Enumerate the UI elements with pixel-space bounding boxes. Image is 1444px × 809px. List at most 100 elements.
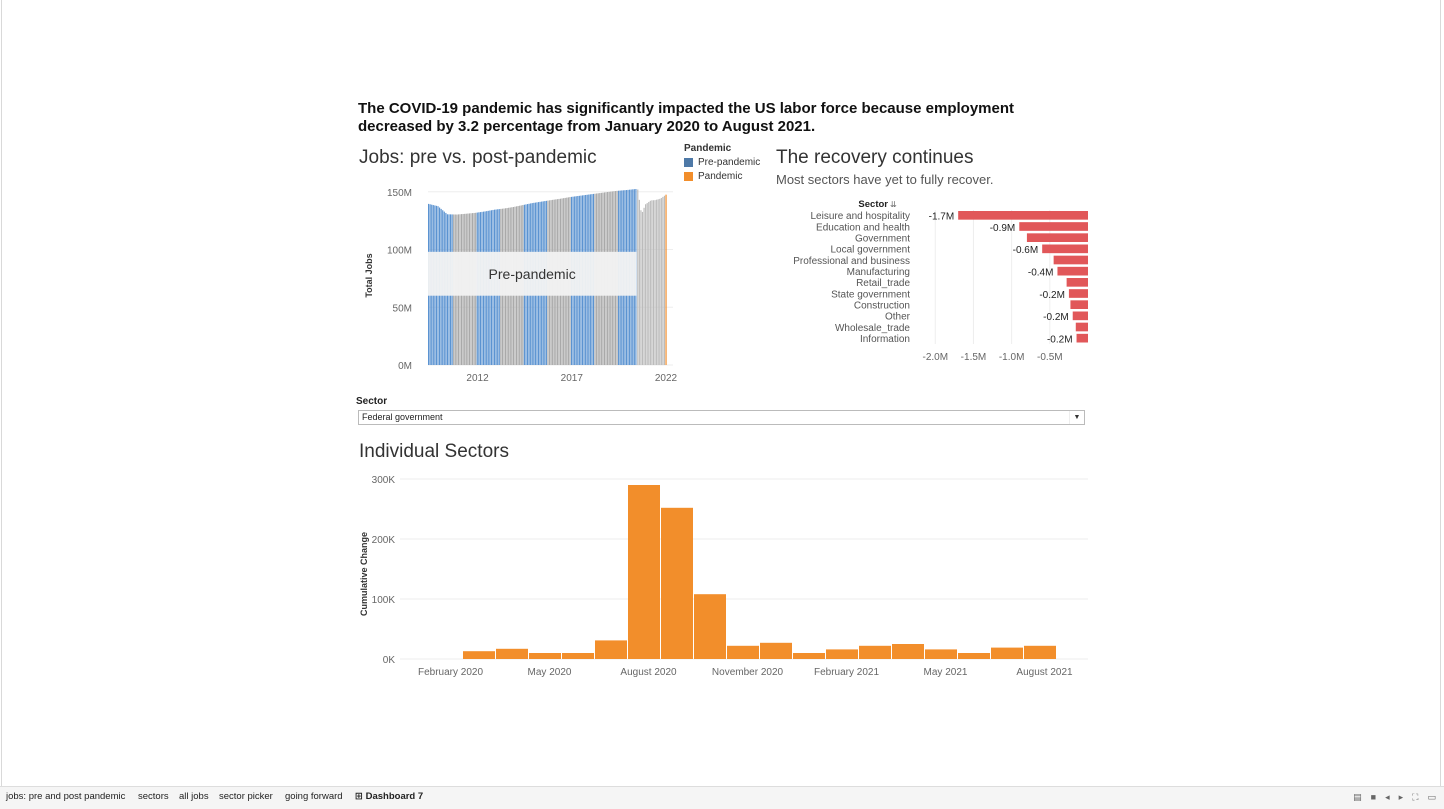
list-view-icon[interactable]: ▤ bbox=[1353, 792, 1362, 802]
chevron-down-icon[interactable]: ▼ bbox=[1069, 411, 1084, 424]
x-tick-label: May 2020 bbox=[528, 667, 572, 678]
x-tick-label: -0.5M bbox=[1037, 352, 1063, 363]
grid-view-icon[interactable]: ■ bbox=[1370, 792, 1377, 802]
y-tick-label: 200K bbox=[372, 535, 396, 546]
category-label: Manufacturing bbox=[847, 267, 910, 278]
data-label: -0.2M bbox=[1047, 334, 1073, 345]
category-label: Construction bbox=[854, 300, 910, 311]
category-label: Local government bbox=[831, 245, 911, 256]
category-label: Professional and business bbox=[793, 256, 910, 267]
data-label: -0.6M bbox=[1013, 245, 1039, 256]
pandemic-legend[interactable]: Pandemic Pre-pandemic Pandemic bbox=[684, 143, 760, 185]
tab-going-forward[interactable]: going forward bbox=[285, 791, 343, 802]
x-tick-label: May 2021 bbox=[924, 667, 968, 678]
sector-change-bar bbox=[562, 653, 594, 659]
pandemic-bar bbox=[654, 200, 656, 365]
sector-change-bar bbox=[661, 507, 693, 659]
annotation-band bbox=[428, 251, 637, 296]
sector-change-bar bbox=[925, 649, 957, 659]
category-label: Other bbox=[885, 312, 911, 323]
sector-bar bbox=[958, 211, 1088, 220]
y-axis-label: Cumulative Change bbox=[359, 532, 369, 616]
pandemic-bar bbox=[660, 198, 662, 365]
jobs-chart[interactable]: 0M 50M 100M 150M Pre-pandemic 2012 2017 2022 Tot… bbox=[355, 178, 685, 388]
pandemic-bar bbox=[641, 211, 644, 365]
legend-label: Pandemic bbox=[698, 171, 743, 182]
data-label: -0.9M bbox=[990, 223, 1016, 234]
sector-change-bar bbox=[628, 485, 660, 659]
sector-change-bar bbox=[1024, 645, 1056, 659]
legend-title: Pandemic bbox=[684, 143, 732, 154]
sector-change-bar bbox=[991, 647, 1023, 659]
sector-bar bbox=[1066, 278, 1088, 287]
fullscreen-icon[interactable]: ⛶ bbox=[1412, 792, 1419, 802]
sector-change-bar bbox=[760, 642, 792, 659]
sector-change-bar bbox=[595, 640, 627, 659]
legend-item-pre-pandemic[interactable]: Pre-pandemic bbox=[684, 157, 760, 168]
category-label: Information bbox=[860, 334, 910, 345]
x-tick-label: February 2021 bbox=[814, 667, 879, 678]
y-tick-label: 300K bbox=[372, 475, 396, 486]
sector-bar bbox=[1076, 333, 1088, 343]
data-label: -0.2M bbox=[1043, 312, 1069, 323]
pandemic-bar bbox=[665, 194, 667, 365]
present-icon[interactable]: ▭ bbox=[1427, 792, 1436, 802]
legend-swatch-pre bbox=[684, 158, 693, 167]
recovery-chart[interactable]: -2.0M -1.5M -1.0M -0.5M Sector ⇊ Leisure and h… bbox=[770, 192, 1095, 367]
x-tick-label: February 2020 bbox=[418, 667, 483, 678]
category-label: Retail_trade bbox=[856, 278, 910, 289]
pandemic-bar bbox=[651, 200, 653, 365]
individual-chart[interactable]: 0K 100K 200K 300K February 2020 May 2020 Augus… bbox=[355, 468, 1095, 683]
y-axis-label: Total Jobs bbox=[364, 253, 374, 297]
sector-bar bbox=[1070, 300, 1088, 309]
sector-change-bar bbox=[859, 645, 891, 659]
next-sheet-icon[interactable]: ▸ bbox=[1398, 792, 1404, 802]
sector-bar bbox=[1026, 233, 1088, 242]
pandemic-bar bbox=[662, 196, 664, 365]
x-tick-label: August 2021 bbox=[1016, 667, 1073, 678]
sheet-tab-bar: jobs: pre and post pandemic sectors all … bbox=[0, 786, 1444, 809]
x-tick-label: 2012 bbox=[466, 373, 489, 384]
sector-dropdown-value: Federal government bbox=[362, 412, 443, 422]
x-tick-label: November 2020 bbox=[712, 667, 784, 678]
x-tick-label: -1.5M bbox=[961, 352, 987, 363]
jobs-chart-title: Jobs: pre vs. post-pandemic bbox=[359, 147, 597, 168]
sector-change-bar bbox=[958, 653, 990, 659]
individual-chart-title: Individual Sectors bbox=[359, 441, 509, 462]
legend-item-pandemic[interactable]: Pandemic bbox=[684, 171, 760, 182]
sector-change-bar bbox=[529, 653, 561, 659]
sector-header: Sector bbox=[858, 199, 888, 210]
tab-dashboard-7[interactable]: ⊞ Dashboard 7 bbox=[355, 791, 424, 802]
sector-change-bar bbox=[694, 594, 726, 659]
pandemic-bar bbox=[640, 210, 642, 365]
category-label: Education and health bbox=[816, 222, 910, 233]
x-tick-label: -1.0M bbox=[999, 352, 1025, 363]
legend-label: Pre-pandemic bbox=[698, 157, 761, 168]
tab-sectors[interactable]: sectors bbox=[138, 791, 169, 802]
y-tick-label: 50M bbox=[393, 303, 412, 314]
dashboard-icon: ⊞ bbox=[355, 791, 363, 802]
dashboard-frame bbox=[1, 0, 1441, 786]
sector-change-bar bbox=[463, 651, 495, 659]
tab-all-jobs[interactable]: all jobs bbox=[179, 791, 209, 802]
sector-change-bar bbox=[892, 644, 924, 659]
sector-dropdown[interactable]: Federal government ▼ bbox=[358, 410, 1085, 425]
y-tick-label: 100K bbox=[372, 595, 396, 606]
prev-sheet-icon[interactable]: ◂ bbox=[1385, 792, 1390, 802]
recovery-chart-subtitle: Most sectors have yet to fully recover. bbox=[776, 172, 994, 187]
sort-icon: ⇊ bbox=[890, 200, 897, 209]
tab-jobs-pre-and-post-pandemic[interactable]: jobs: pre and post pandemic bbox=[6, 791, 126, 802]
y-tick-label: 0K bbox=[383, 655, 396, 666]
sector-change-bar bbox=[793, 653, 825, 659]
pandemic-bar bbox=[649, 200, 651, 365]
pandemic-bar bbox=[637, 189, 639, 365]
category-label: Leisure and hospitality bbox=[810, 211, 910, 222]
tab-sector-picker[interactable]: sector picker bbox=[219, 791, 273, 802]
sector-bar bbox=[1019, 222, 1088, 231]
pandemic-bar bbox=[645, 204, 647, 365]
sector-bar bbox=[1053, 255, 1088, 265]
pandemic-bar bbox=[646, 203, 648, 365]
sector-bar bbox=[1075, 322, 1088, 332]
pandemic-bar bbox=[656, 199, 658, 365]
sector-picker-label: Sector bbox=[356, 396, 388, 407]
